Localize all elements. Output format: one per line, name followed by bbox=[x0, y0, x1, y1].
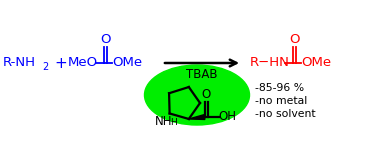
Text: +: + bbox=[54, 56, 67, 70]
Text: -no solvent: -no solvent bbox=[255, 109, 316, 119]
Text: H: H bbox=[170, 118, 177, 127]
Polygon shape bbox=[189, 114, 205, 119]
Text: 2: 2 bbox=[42, 62, 48, 72]
Text: O: O bbox=[289, 33, 300, 46]
Ellipse shape bbox=[144, 65, 249, 125]
Text: O: O bbox=[100, 33, 111, 46]
Text: TBAB: TBAB bbox=[186, 68, 218, 81]
Text: -85-96 %: -85-96 % bbox=[255, 83, 304, 93]
Text: OMe: OMe bbox=[112, 57, 142, 69]
Text: R-NH: R-NH bbox=[3, 57, 36, 69]
Text: O: O bbox=[202, 88, 211, 101]
Text: MeO: MeO bbox=[68, 57, 98, 69]
Text: OMe: OMe bbox=[301, 57, 331, 69]
Text: -no metal: -no metal bbox=[255, 96, 307, 106]
Text: OH: OH bbox=[219, 110, 237, 124]
Text: R−HN: R−HN bbox=[250, 57, 290, 69]
Text: NH: NH bbox=[155, 115, 172, 128]
